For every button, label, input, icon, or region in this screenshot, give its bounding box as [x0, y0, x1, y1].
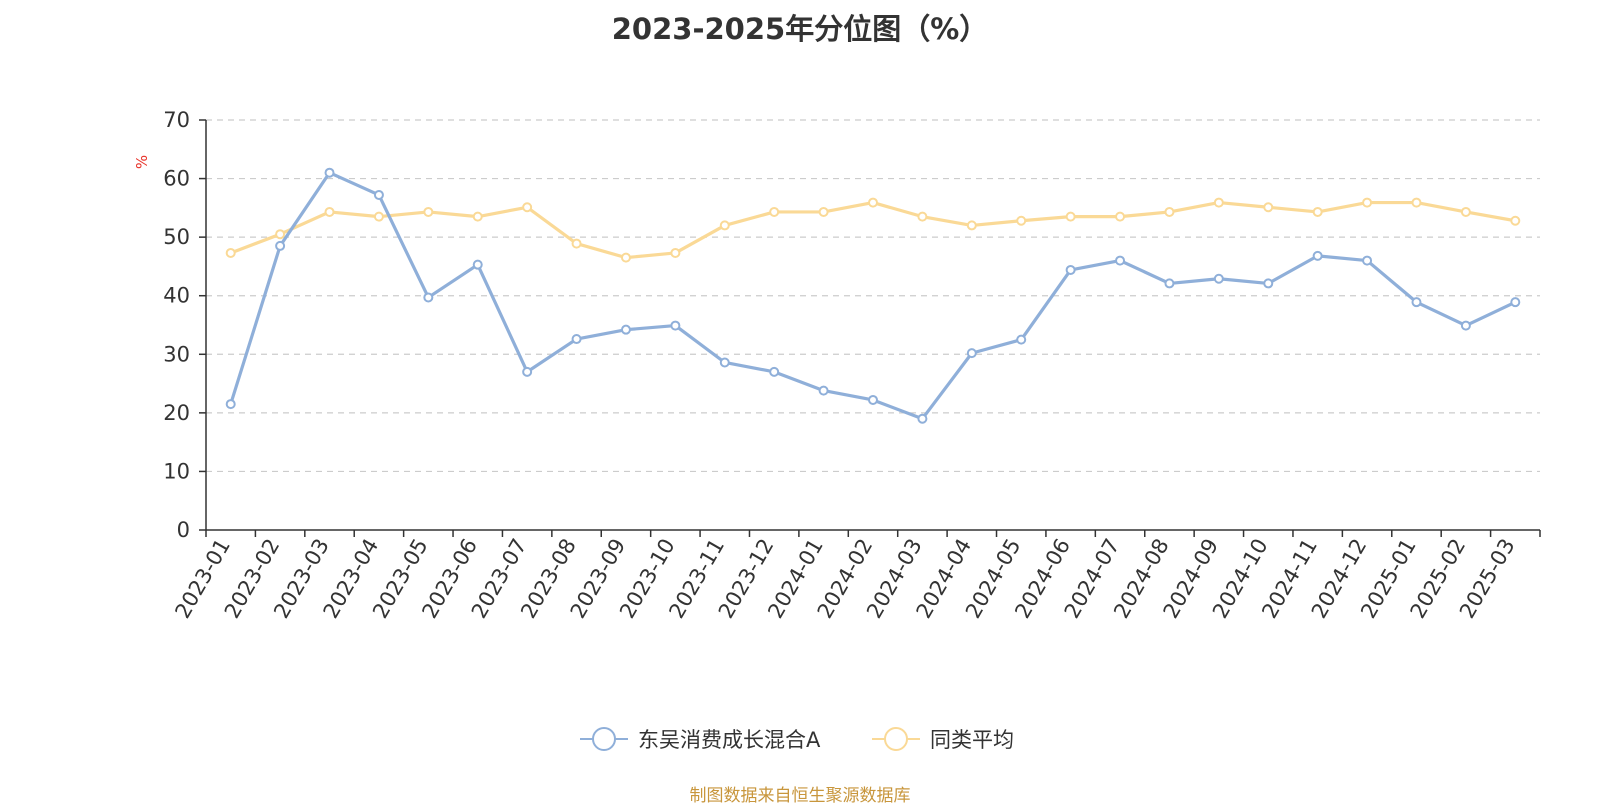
- data-point: [719, 357, 730, 368]
- data-point: [1016, 215, 1027, 226]
- data-point: [818, 385, 829, 396]
- data-point: [1263, 202, 1274, 213]
- data-point: [571, 238, 582, 249]
- data-point: [719, 220, 730, 231]
- data-point: [225, 399, 236, 410]
- data-point: [423, 206, 434, 217]
- data-point: [1213, 273, 1224, 284]
- y-tick-label: 70: [163, 108, 190, 132]
- data-point: [1065, 211, 1076, 222]
- chart-title: 2023-2025年分位图（%）: [611, 12, 989, 46]
- data-point: [868, 197, 878, 208]
- data-point: [620, 324, 631, 335]
- data-point: [670, 247, 681, 258]
- data-point: [769, 366, 780, 377]
- data-point: [571, 334, 582, 345]
- data-point: [373, 189, 384, 200]
- y-tick-label: 60: [163, 167, 190, 191]
- data-point: [670, 320, 681, 331]
- data-point: [1115, 211, 1126, 222]
- data-point: [324, 206, 335, 217]
- data-point: [522, 366, 533, 377]
- y-tick-label: 30: [163, 342, 190, 366]
- source-note: 制图数据来自恒生聚源数据库: [689, 786, 911, 806]
- legend-marker: [884, 727, 908, 751]
- legend-label: 东吴消费成长混合A: [638, 728, 821, 752]
- data-point: [917, 211, 928, 222]
- legend: 东吴消费成长混合A 同类平均: [580, 727, 1014, 752]
- data-point: [1312, 206, 1323, 217]
- y-tick-label: 50: [163, 225, 190, 249]
- y-tick-label: 20: [163, 401, 190, 425]
- data-point: [1510, 297, 1521, 308]
- data-point: [1164, 278, 1175, 289]
- data-point: [818, 206, 829, 217]
- data-point: [275, 240, 286, 251]
- data-point: [1411, 197, 1422, 208]
- data-point: [324, 167, 335, 178]
- data-point: [966, 220, 977, 231]
- data-point: [225, 247, 236, 258]
- data-point: [1411, 297, 1422, 308]
- data-point: [1460, 206, 1471, 217]
- data-point: [1164, 206, 1175, 217]
- data-point: [620, 252, 631, 263]
- data-point: [769, 206, 780, 217]
- series-line: [230, 200, 1516, 260]
- data-point: [868, 394, 878, 405]
- data-point: [373, 211, 384, 222]
- data-point: [1213, 197, 1224, 208]
- y-axis-unit: %: [133, 155, 151, 169]
- data-point: [423, 292, 434, 303]
- legend-label: 同类平均: [930, 728, 1014, 752]
- data-point: [472, 211, 483, 222]
- data-point: [1362, 255, 1373, 266]
- data-point: [1312, 250, 1323, 261]
- y-tick-label: 0: [177, 518, 190, 542]
- data-point: [1460, 320, 1471, 331]
- series-layer: [225, 167, 1521, 424]
- axes: 010203040506070%2023-012023-022023-03202…: [133, 108, 1541, 622]
- legend-marker: [592, 727, 616, 751]
- data-point: [966, 348, 977, 359]
- data-point: [1115, 255, 1126, 266]
- data-point: [472, 259, 483, 270]
- data-point: [1016, 334, 1027, 345]
- y-tick-label: 40: [163, 284, 190, 308]
- data-point: [1065, 264, 1076, 275]
- y-tick-label: 10: [163, 459, 190, 483]
- data-point: [917, 413, 928, 424]
- data-point: [275, 229, 286, 240]
- data-point: [1263, 278, 1274, 289]
- data-point: [522, 202, 533, 213]
- data-point: [1510, 215, 1521, 226]
- data-point: [1362, 197, 1373, 208]
- gridlines: [206, 119, 1540, 473]
